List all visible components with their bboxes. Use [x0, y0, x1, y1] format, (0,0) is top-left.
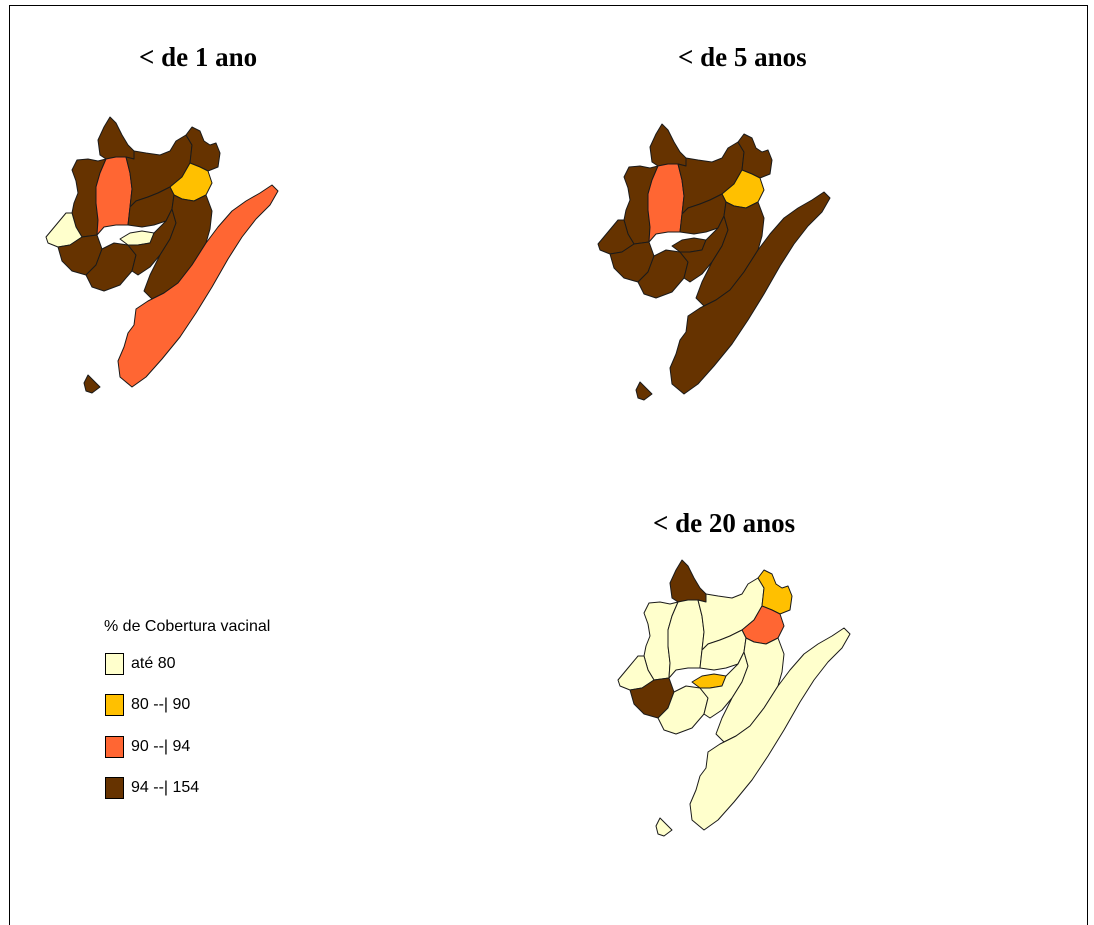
legend-swatch: [105, 736, 124, 758]
map-under-5-years: [597, 123, 831, 401]
map-under-20-years: [617, 559, 851, 837]
region-south-tip: [655, 817, 673, 837]
region-south-tip: [635, 381, 653, 401]
legend-label: 90 --| 94: [131, 738, 191, 755]
region-nw-east-lobe: [97, 116, 135, 160]
region-west-tip: [597, 219, 635, 255]
legend-title: % de Cobertura vacinal: [104, 618, 271, 635]
legend-swatch: [105, 694, 124, 716]
panel-title-20: < de 20 anos: [653, 508, 796, 538]
region-nw-east-lobe: [669, 559, 707, 603]
region-central-north-strip: [647, 163, 685, 243]
region-coast-south: [689, 627, 851, 831]
region-coast-south: [669, 191, 831, 395]
region-central: [679, 193, 727, 235]
panel-title-1: < de 1 ano: [139, 42, 258, 72]
legend-label: 94 --| 154: [131, 779, 200, 796]
legend-label: até 80: [131, 655, 176, 672]
region-central-north-strip: [667, 599, 705, 679]
region-south-tip: [83, 374, 101, 394]
region-coast-south: [117, 184, 279, 388]
region-west-tip: [617, 655, 655, 691]
figure-frame: [9, 5, 1088, 925]
region-central: [127, 186, 175, 228]
panel-title-5: < de 5 anos: [678, 42, 807, 72]
region-nw-east-lobe: [649, 123, 687, 167]
legend-label: 80 --| 90: [131, 696, 191, 713]
legend-swatch: [105, 777, 124, 799]
region-west-tip: [45, 212, 83, 248]
legend-swatch: [105, 653, 124, 675]
map-under-1-year: [45, 116, 279, 394]
region-central: [699, 629, 747, 671]
region-central-north-strip: [95, 156, 133, 236]
